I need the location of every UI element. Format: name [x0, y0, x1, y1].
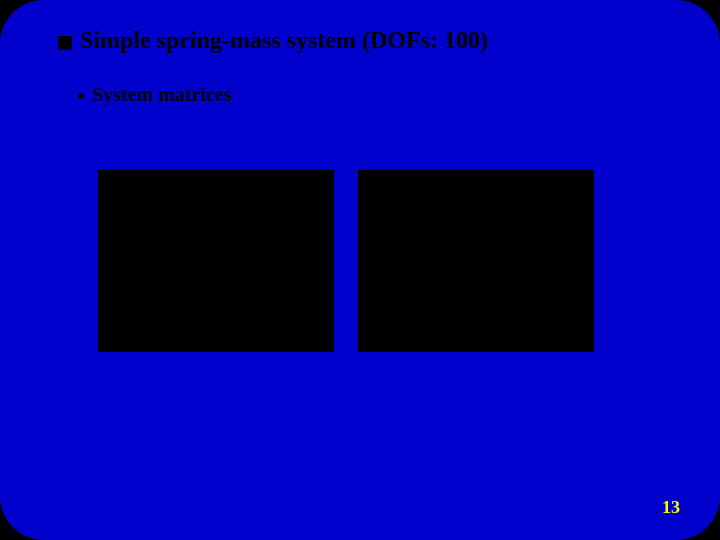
bullet-dot-icon — [78, 93, 84, 99]
title-row: Simple spring-mass system (DOFs: 100) — [58, 28, 488, 55]
slide-subtitle: System matrices — [92, 84, 231, 107]
panel-right — [358, 170, 594, 352]
subtitle-row: System matrices — [78, 84, 231, 107]
slide: Simple spring-mass system (DOFs: 100) Sy… — [0, 0, 720, 540]
panel-left — [98, 170, 334, 352]
bullet-square-icon — [58, 36, 72, 50]
page-number: 13 — [662, 497, 680, 518]
slide-title: Simple spring-mass system (DOFs: 100) — [80, 28, 488, 55]
panels-container — [98, 170, 594, 352]
